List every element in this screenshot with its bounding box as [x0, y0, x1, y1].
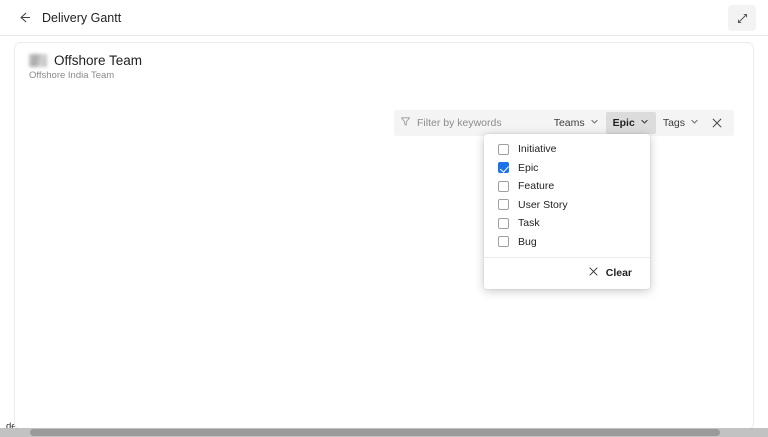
menu-item-label: Initiative — [518, 143, 557, 156]
menu-checkbox[interactable] — [498, 162, 509, 174]
menu-checkbox[interactable] — [498, 236, 509, 248]
menu-item-task[interactable]: Task — [484, 214, 650, 233]
close-icon[interactable] — [706, 112, 728, 134]
menu-item-bug[interactable]: Bug — [484, 233, 650, 252]
menu-item-feature[interactable]: Feature — [484, 177, 650, 196]
menu-checkbox[interactable] — [498, 199, 509, 211]
epic-filter-menu: Initiative Epic Feature User Story Task Bug C… — [484, 134, 650, 289]
menu-checkbox[interactable] — [498, 180, 509, 192]
horizontal-scrollbar[interactable] — [0, 428, 768, 437]
team-logo-icon — [29, 54, 47, 67]
scrollbar-thumb[interactable] — [30, 429, 720, 436]
clear-filter-label: Clear — [605, 267, 632, 279]
app-bar: Delivery Gantt — [0, 0, 768, 36]
tags-filter-label: Tags — [662, 117, 685, 129]
team-header: Offshore Team Offshore India Team — [15, 43, 753, 81]
chevron-down-icon — [690, 117, 699, 129]
menu-item-label: User Story — [518, 198, 568, 211]
chevron-down-icon — [640, 117, 649, 129]
page-title: Delivery Gantt — [42, 10, 122, 25]
menu-item-epic[interactable]: Epic — [484, 159, 650, 178]
menu-divider — [484, 257, 650, 258]
menu-item-label: Epic — [518, 161, 539, 174]
menu-checkbox[interactable] — [498, 143, 509, 155]
menu-item-initiative[interactable]: Initiative — [484, 140, 650, 159]
tags-filter-dropdown[interactable]: Tags — [656, 112, 706, 134]
team-name-row: Offshore Team — [29, 53, 753, 68]
clear-filter-button[interactable]: Clear — [484, 258, 650, 289]
keyword-filter-placeholder: Filter by keywords — [417, 117, 502, 129]
menu-item-label: Task — [518, 217, 540, 230]
epic-filter-dropdown[interactable]: Epic — [605, 112, 656, 134]
menu-item-label: Bug — [518, 235, 537, 248]
menu-item-user-story[interactable]: User Story — [484, 196, 650, 215]
team-name: Offshore Team — [54, 53, 143, 68]
keyword-filter-input[interactable]: Filter by keywords — [400, 116, 547, 130]
chevron-down-icon — [590, 117, 599, 129]
teams-filter-dropdown[interactable]: Teams — [547, 112, 606, 134]
back-arrow-icon[interactable] — [12, 6, 36, 30]
close-icon — [588, 266, 599, 280]
menu-item-label: Feature — [518, 180, 555, 193]
teams-filter-label: Teams — [553, 117, 585, 129]
filter-bar: Filter by keywords Teams Epic Tags — [394, 110, 734, 136]
menu-checkbox[interactable] — [498, 217, 509, 229]
funnel-icon — [400, 116, 411, 130]
expand-diagonal-icon[interactable] — [728, 5, 756, 31]
team-subtitle: Offshore India Team — [29, 70, 115, 81]
epic-filter-label: Epic — [612, 117, 635, 129]
